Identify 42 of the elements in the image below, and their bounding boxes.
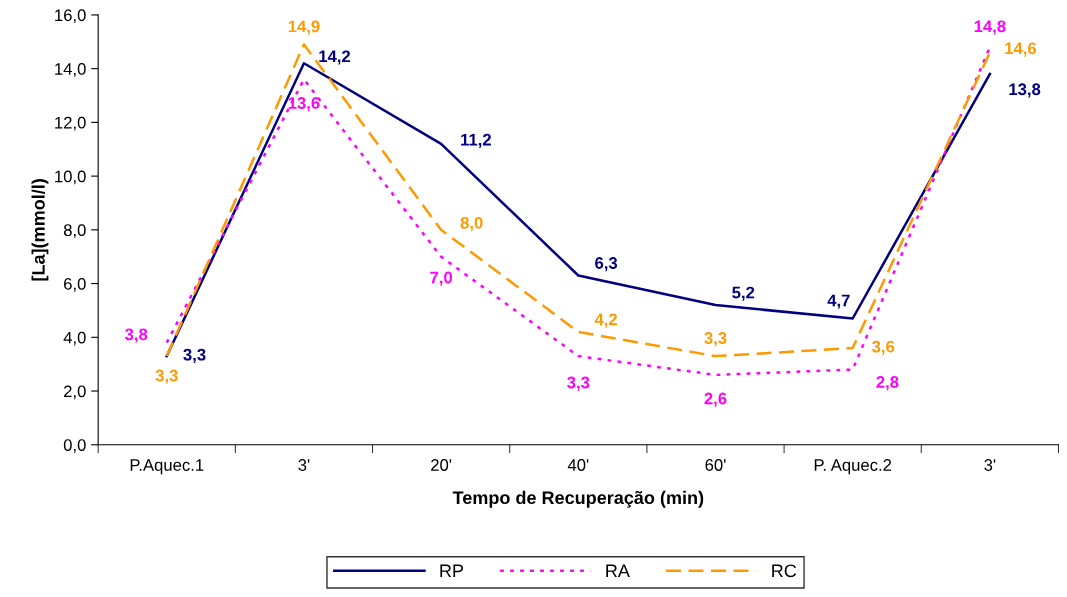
x-tick-label: P. Aquec.2 <box>814 459 892 475</box>
data-label: 14,8 <box>974 20 1006 35</box>
y-tick-label: 2,0 <box>64 385 86 400</box>
x-tick-label: 60' <box>705 459 726 471</box>
data-label: 2,6 <box>704 392 727 407</box>
y-tick-label: 10,0 <box>55 170 86 185</box>
legend-label: RA <box>606 564 630 577</box>
data-label: 11,2 <box>461 133 491 148</box>
x-tick-label: P.Aquec.1 <box>130 459 204 475</box>
data-label: 3,8 <box>125 328 148 343</box>
data-label: 6,3 <box>595 257 618 272</box>
data-label: 5,2 <box>732 286 755 301</box>
data-label: 3,3 <box>183 348 206 363</box>
y-tick-label: 0,0 <box>63 439 86 453</box>
x-tick-label: 20' <box>431 459 452 471</box>
data-label: 4,2 <box>594 313 618 328</box>
data-label: 13,8 <box>1009 83 1041 98</box>
data-label: 14,6 <box>1005 42 1037 57</box>
legend-label: RP <box>440 564 464 577</box>
y-tick-label: 14,0 <box>55 63 86 77</box>
data-label: 3,3 <box>567 376 590 391</box>
legend-label: RC <box>772 564 797 578</box>
y-axis-title: [La](mmol/l) <box>31 179 49 281</box>
y-tick-label: 16,0 <box>55 9 86 24</box>
data-label: 3,3 <box>155 369 178 384</box>
y-tick-label: 4,0 <box>63 331 86 346</box>
data-label: 2,8 <box>876 376 899 391</box>
data-label: 14,2 <box>319 50 351 65</box>
data-label: 8,0 <box>460 216 483 232</box>
y-tick-label: 6,0 <box>64 277 86 292</box>
x-axis-title: Tempo de Recuperação (min) <box>452 490 704 508</box>
data-label: 3,6 <box>872 340 895 355</box>
x-tick-label: 40' <box>567 459 589 471</box>
x-tick-label: 3' <box>298 459 310 471</box>
y-tick-label: 8,0 <box>63 224 86 239</box>
data-label: 13,6 <box>288 97 320 112</box>
data-label: 7,0 <box>430 271 453 286</box>
y-tick-label: 12,0 <box>55 116 86 131</box>
data-label: 4,7 <box>827 294 850 309</box>
data-label: 3,3 <box>704 332 727 347</box>
data-label: 14,9 <box>288 20 320 35</box>
x-tick-label: 3' <box>984 459 996 471</box>
